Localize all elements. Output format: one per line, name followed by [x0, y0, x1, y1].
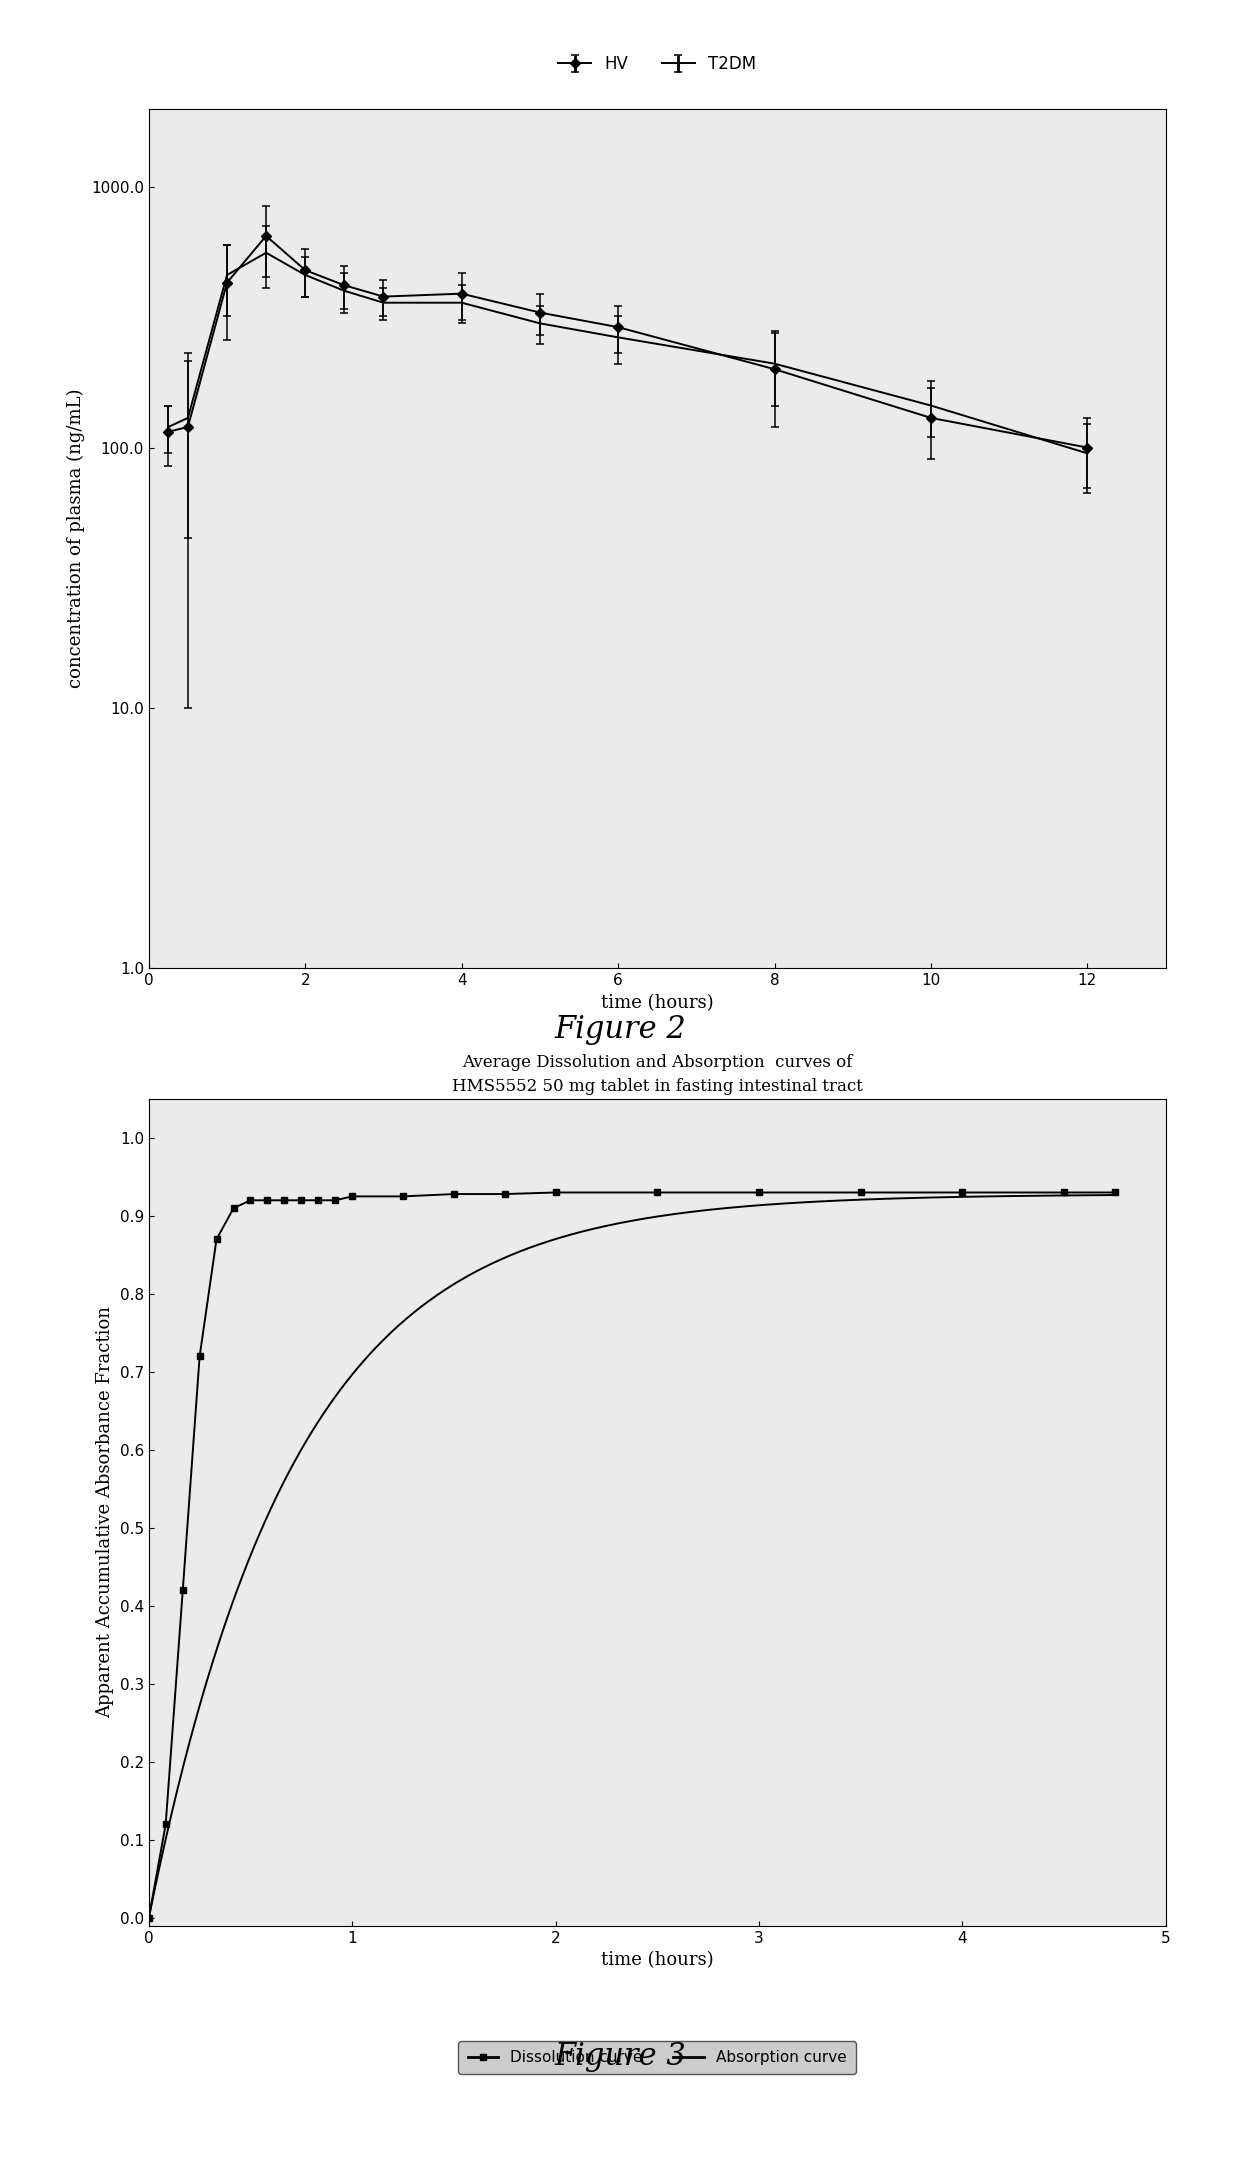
Absorption curve — [1084, 1182, 1099, 1208]
Dissolution curve — [226, 1195, 241, 1221]
Dissolution curve — [294, 1188, 309, 1214]
Dissolution curve — [955, 1179, 970, 1206]
X-axis label: time (hours): time (hours) — [601, 1952, 713, 1969]
Y-axis label: Apparent Accumulative Absorbance Fraction: Apparent Accumulative Absorbance Fractio… — [97, 1306, 114, 1719]
Dissolution curve — [1107, 1179, 1122, 1206]
Title: Average Dissolution and Absorption  curves of
HMS5552 50 mg tablet in fasting in: Average Dissolution and Absorption curve… — [451, 1053, 863, 1095]
Legend: Dissolution curve, Absorption curve: Dissolution curve, Absorption curve — [459, 2041, 856, 2074]
Dissolution curve — [548, 1179, 563, 1206]
Absorption curve — [141, 1904, 156, 1930]
Legend: HV, T2DM: HV, T2DM — [552, 48, 763, 81]
Dissolution curve — [260, 1188, 275, 1214]
Dissolution curve — [650, 1179, 665, 1206]
Absorption curve — [717, 1195, 732, 1221]
Dissolution curve — [243, 1188, 258, 1214]
Absorption curve — [606, 1212, 621, 1238]
Line: Absorption curve: Absorption curve — [149, 1195, 1115, 1917]
Dissolution curve — [497, 1182, 512, 1208]
Dissolution curve — [1056, 1179, 1071, 1206]
Dissolution curve — [345, 1184, 360, 1210]
Dissolution curve — [141, 1904, 156, 1930]
Dissolution curve — [277, 1188, 291, 1214]
Dissolution curve — [446, 1182, 461, 1208]
Absorption curve — [932, 1184, 947, 1210]
Dissolution curve — [396, 1184, 410, 1210]
Dissolution curve — [751, 1179, 766, 1206]
Y-axis label: concentration of plasma (ng/mL): concentration of plasma (ng/mL) — [67, 390, 86, 688]
Text: Figure 3: Figure 3 — [554, 2041, 686, 2072]
Dissolution curve — [853, 1179, 868, 1206]
X-axis label: time (hours): time (hours) — [601, 994, 713, 1012]
Line: Dissolution curve: Dissolution curve — [145, 1188, 1118, 1921]
Absorption curve — [1107, 1182, 1122, 1208]
Dissolution curve — [159, 1810, 174, 1837]
Dissolution curve — [175, 1578, 190, 1604]
Dissolution curve — [210, 1227, 224, 1253]
Dissolution curve — [192, 1343, 207, 1369]
Dissolution curve — [311, 1188, 326, 1214]
Absorption curve — [665, 1201, 680, 1227]
Absorption curve — [600, 1212, 615, 1238]
Dissolution curve — [327, 1188, 342, 1214]
Text: Figure 2: Figure 2 — [554, 1014, 686, 1044]
